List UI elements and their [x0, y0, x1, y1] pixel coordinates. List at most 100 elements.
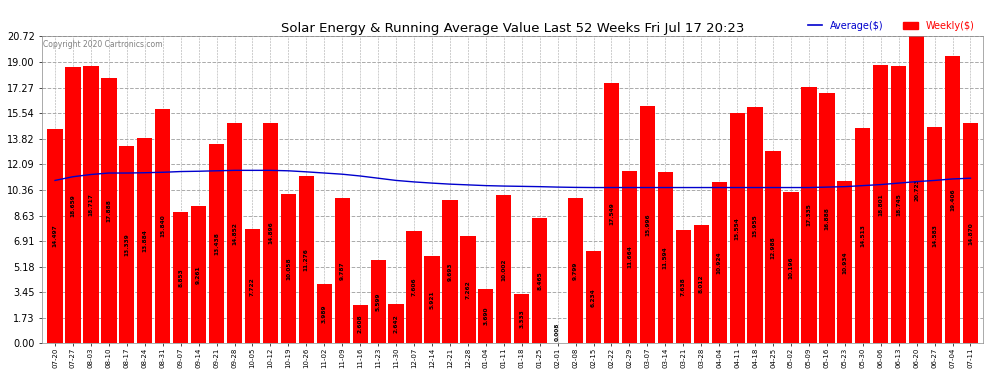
Text: 15.840: 15.840: [160, 214, 165, 237]
Bar: [460, 236, 475, 344]
Text: 3.690: 3.690: [483, 307, 488, 325]
Bar: [245, 229, 260, 344]
Bar: [694, 225, 709, 344]
Text: 17.888: 17.888: [106, 200, 111, 222]
Text: 7.606: 7.606: [412, 278, 417, 296]
Text: 9.799: 9.799: [573, 262, 578, 280]
Bar: [604, 83, 619, 344]
Bar: [388, 304, 404, 344]
Text: 8.853: 8.853: [178, 268, 183, 287]
Text: 13.339: 13.339: [125, 233, 130, 256]
Bar: [155, 109, 170, 344]
Bar: [657, 172, 673, 344]
Bar: [48, 129, 62, 344]
Bar: [765, 151, 781, 344]
Bar: [873, 65, 888, 344]
Bar: [586, 251, 601, 344]
Text: Copyright 2020 Cartronics.com: Copyright 2020 Cartronics.com: [44, 39, 163, 48]
Text: 7.722: 7.722: [250, 277, 255, 296]
Text: 11.664: 11.664: [627, 246, 632, 268]
Bar: [370, 261, 386, 344]
Bar: [262, 123, 278, 344]
Text: 10.058: 10.058: [286, 258, 291, 280]
Bar: [443, 200, 457, 344]
Title: Solar Energy & Running Average Value Last 52 Weeks Fri Jul 17 20:23: Solar Energy & Running Average Value Las…: [281, 22, 744, 35]
Text: 14.513: 14.513: [860, 225, 865, 248]
Text: 15.996: 15.996: [644, 214, 649, 236]
Text: 13.438: 13.438: [214, 232, 219, 255]
Bar: [712, 182, 727, 344]
Text: 20.723: 20.723: [914, 178, 919, 201]
Bar: [801, 87, 817, 344]
Text: 19.406: 19.406: [950, 188, 955, 211]
Bar: [675, 230, 691, 344]
Text: 7.262: 7.262: [465, 280, 470, 299]
Bar: [568, 198, 583, 344]
Text: 7.638: 7.638: [681, 278, 686, 296]
Bar: [281, 194, 296, 344]
Text: 18.745: 18.745: [896, 193, 901, 216]
Text: 17.335: 17.335: [807, 204, 812, 226]
Text: 2.608: 2.608: [357, 315, 362, 333]
Bar: [783, 192, 799, 344]
Bar: [407, 231, 422, 344]
Bar: [927, 128, 942, 344]
Text: 11.276: 11.276: [304, 248, 309, 271]
Text: 10.002: 10.002: [501, 258, 506, 280]
Text: 5.599: 5.599: [375, 292, 380, 311]
Bar: [173, 212, 188, 344]
Text: 10.924: 10.924: [717, 251, 722, 274]
Bar: [496, 195, 512, 344]
Text: 16.888: 16.888: [825, 207, 830, 230]
Bar: [855, 128, 870, 344]
Text: 8.012: 8.012: [699, 275, 704, 293]
Text: 10.196: 10.196: [788, 256, 794, 279]
Text: 14.870: 14.870: [968, 222, 973, 245]
Text: 9.787: 9.787: [340, 262, 345, 280]
Text: 9.693: 9.693: [447, 262, 452, 281]
Text: 14.497: 14.497: [52, 225, 57, 248]
Text: 0.008: 0.008: [555, 323, 560, 341]
Bar: [747, 107, 762, 344]
Text: 18.659: 18.659: [70, 194, 75, 216]
Bar: [891, 66, 906, 344]
Text: 8.465: 8.465: [538, 271, 543, 290]
Bar: [909, 36, 925, 344]
Text: 2.642: 2.642: [394, 315, 399, 333]
Text: 18.801: 18.801: [878, 193, 883, 216]
Bar: [119, 146, 135, 344]
Bar: [730, 113, 744, 344]
Bar: [963, 123, 978, 344]
Text: 18.717: 18.717: [88, 193, 93, 216]
Text: 14.583: 14.583: [933, 224, 938, 247]
Text: 14.852: 14.852: [232, 222, 237, 245]
Text: 13.884: 13.884: [143, 229, 148, 252]
Text: 3.333: 3.333: [519, 309, 525, 328]
Text: 17.549: 17.549: [609, 202, 614, 225]
Text: 14.896: 14.896: [268, 222, 273, 245]
Text: 15.554: 15.554: [735, 217, 740, 240]
Bar: [478, 289, 493, 344]
Text: 12.988: 12.988: [770, 236, 775, 258]
Text: 9.261: 9.261: [196, 266, 201, 284]
Bar: [352, 305, 368, 344]
Text: 5.921: 5.921: [430, 290, 435, 309]
Bar: [335, 198, 349, 344]
Bar: [191, 206, 206, 344]
Text: 3.989: 3.989: [322, 304, 327, 323]
Bar: [820, 93, 835, 344]
Bar: [138, 138, 152, 344]
Legend: Average($), Weekly($): Average($), Weekly($): [804, 17, 978, 34]
Text: 10.934: 10.934: [842, 251, 847, 274]
Bar: [227, 123, 243, 344]
Bar: [944, 56, 960, 344]
Bar: [532, 218, 547, 344]
Bar: [514, 294, 530, 344]
Bar: [65, 67, 80, 344]
Bar: [838, 182, 852, 344]
Text: 6.234: 6.234: [591, 288, 596, 307]
Text: 15.955: 15.955: [752, 214, 757, 237]
Bar: [209, 144, 224, 344]
Bar: [640, 106, 655, 344]
Bar: [317, 284, 332, 344]
